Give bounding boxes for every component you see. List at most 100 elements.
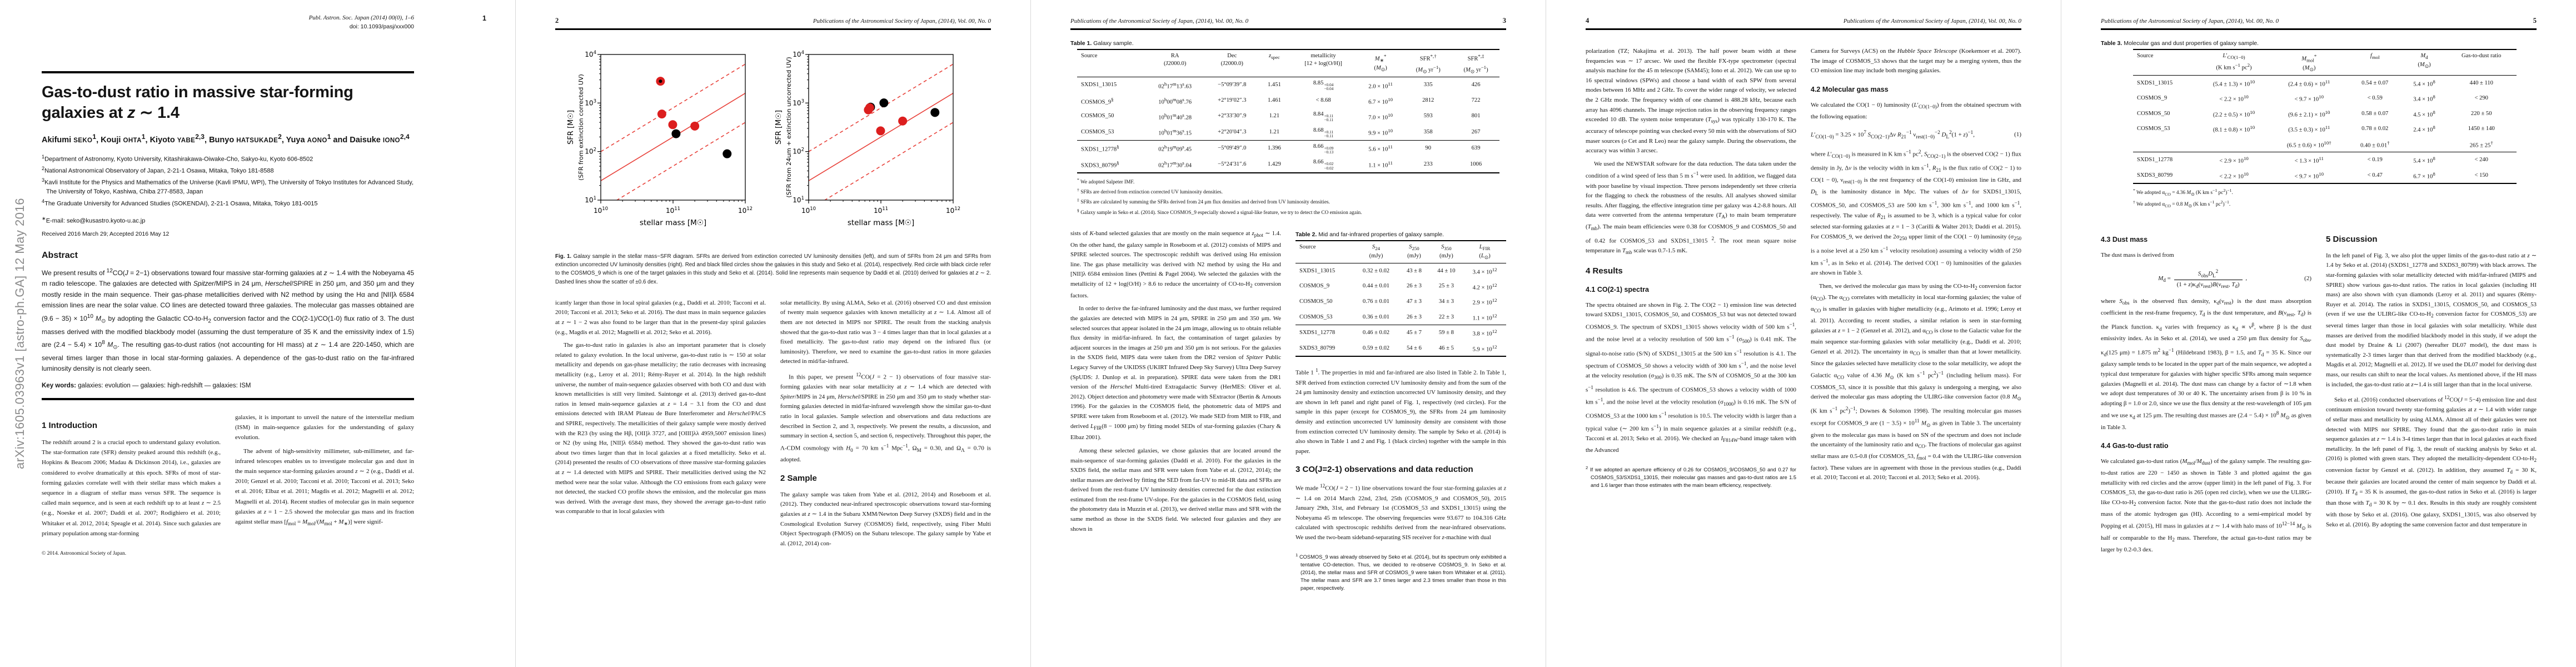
paper-title: Gas-to-dust ratio in massive star-formin… <box>42 83 353 122</box>
table-cell: < 0.59 <box>2367 95 2383 102</box>
table-cell: 02h19m09s.45 <box>1158 144 1192 153</box>
table-header-cell: Dec (J2000.0) <box>1205 49 1259 78</box>
page4-column-right: Camera for Surveys (ACS) on the Hubble S… <box>1811 47 2021 491</box>
table-cell: 1.21 <box>1269 113 1280 120</box>
section-3-heading: 3 CO(J=2-1) observations and data reduct… <box>1296 465 1473 475</box>
table-1: Source RA (J2000.0) Dec (J2000.0) zspec metall… <box>1077 49 1500 173</box>
fig1-left-panel: 1010 1011 1012 101 102 103 104 stellar mass [M☉… <box>567 50 753 227</box>
paragraph: solar metallicity. By using ALMA, Seko e… <box>780 299 991 365</box>
running-head: 2 Publications of the Astronomical Socie… <box>555 17 991 25</box>
svg-text:SFR [M☉]: SFR [M☉] <box>567 110 575 145</box>
paragraph: The advent of high-sensitivity millimete… <box>235 447 414 527</box>
section-4-3-heading: 4.3 Dust mass <box>2101 235 2148 243</box>
affiliations: 1Department of Astronomy, Kyoto Universi… <box>42 152 414 208</box>
paragraph: The galaxy sample was taken from Yabe et… <box>780 491 991 547</box>
affiliation: 2National Astronomical Observatory of Ja… <box>42 165 274 175</box>
keywords-line: Key words: galaxies: evolution — galaxie… <box>42 382 251 389</box>
table-cell: SXDS1_13015 <box>1081 82 1117 88</box>
table-cell: (2.4 ± 0.6) × 1011 <box>2288 78 2330 88</box>
body-paragraphs: Table 1 1. The properties in mid and far… <box>1296 366 1506 456</box>
table-header-row: Source RA (J2000.0) Dec (J2000.0) zspec metall… <box>1077 49 1500 78</box>
equation-2-body: Md = SobsDL2 (1 + z)κd(νrest)B(νrest, Td… <box>2101 268 2304 289</box>
paragraph: In order to derive the far-infrared lumi… <box>1070 305 1282 441</box>
table-cell: 25 ± 3 <box>1438 283 1454 290</box>
arxiv-watermark: arXiv:1605.03963v1 [astro-ph.GA] 12 May … <box>13 198 27 469</box>
email-line: ∗E-mail: seko@kusastro.kyoto-u.ac.jp <box>42 215 146 225</box>
page-number: 3 <box>1502 17 1506 24</box>
table-cell: 1.1 × 1011 <box>1368 160 1393 169</box>
equation-2-fraction: SobsDL2 (1 + z)κd(νrest)B(νrest, Td) <box>2174 268 2243 289</box>
svg-text:101: 101 <box>585 196 596 204</box>
paragraph: Among these selected galaxies, we chose … <box>1070 447 1281 532</box>
page-number: 1 <box>482 14 486 22</box>
journal-title: Publications of the Astronomical Society… <box>2101 18 2279 24</box>
table-cell: 0.46 ± 0.02 <box>1362 330 1390 336</box>
table-cell: < 0.19 <box>2367 157 2383 163</box>
table-cell: 5.4 × 108 <box>2413 78 2435 88</box>
table-cell: 639 <box>1471 145 1481 152</box>
svg-text:SFR [M☉]: SFR [M☉] <box>775 110 783 145</box>
head-rule <box>555 28 991 30</box>
table-cell: 0.44 ± 0.01 <box>1362 283 1390 290</box>
svg-text:103: 103 <box>793 98 804 107</box>
table-row: COSMOS_9 0.44 ± 0.01 26 ± 3 25 ± 3 4.2 × 101… <box>1296 279 1506 295</box>
table-row: COSMOS_9 < 2.2 × 1010 < 9.7 × 1010 < 0.59 3.… <box>2133 91 2517 106</box>
table-cell: 1450 ± 140 <box>2468 126 2495 132</box>
table-cell: +2°33′30″.9 <box>1218 113 1247 120</box>
page3-column-left: sists of K-band selected galaxies that a… <box>1070 229 1281 594</box>
svg-text:1011: 1011 <box>666 206 680 215</box>
page-4: 4 Publications of the Astronomical Socie… <box>1546 0 2061 667</box>
table-cell: < 2.2 × 1010 <box>2219 94 2249 103</box>
table-footnote: ‡ SFRs are calculated by summing the SFR… <box>1077 197 1330 206</box>
table-cell: 59 ± 8 <box>1438 330 1454 336</box>
table-cell: 0.36 ± 0.01 <box>1353 309 1399 326</box>
paragraph: polarization (TZ; Nakajima et al. 2013).… <box>1586 48 1797 155</box>
section-1-heading: 1 Introduction <box>42 420 97 430</box>
table-cell: SXDS3_80799 <box>2137 172 2173 178</box>
table-header-row: Source L′CO(1−0) (K km s−1 pc2) Mmol* (M⊙) fm… <box>2133 49 2517 76</box>
table-cell: COSMOS_9 <box>1299 283 1330 290</box>
page-3: Publications of the Astronomical Society… <box>1030 0 1546 667</box>
table-row: COSMOS_53 0.36 ± 0.01 26 ± 3 22 ± 3 1.1 × 10… <box>1296 309 1506 326</box>
running-head: 4 Publications of the Astronomical Socie… <box>1586 17 2021 25</box>
table-cell: 3.4 × 108 <box>2413 94 2435 103</box>
table-cell: 6.7 × 1010 <box>1368 96 1393 106</box>
table-cell: −5°09′49″.0 <box>1218 145 1247 152</box>
section-2-heading: 2 Sample <box>780 473 817 483</box>
paragraph: where Sobs is the observed flux density,… <box>2101 298 2311 431</box>
table-cell: COSMOS_9§ <box>1081 96 1114 106</box>
abstract-heading: Abstract <box>42 250 78 260</box>
footnote-1: 1 COSMOS_9 was already observed by Seko … <box>1296 551 1506 592</box>
copyright-line: © 2014. Astronomical Society of Japan. <box>42 550 127 556</box>
body-paragraphs: where Sobs is the observed flux density,… <box>2101 297 2311 432</box>
table-row: COSMOS_53 10h01m36s.15 +2°20′04″.3 1.21 8.68… <box>1077 124 1500 141</box>
table-cell: SXDS1_13015 <box>1299 267 1336 274</box>
table-row: SXDS1_13015 02h17m13s.63 −5°09′39″.8 1.451 8… <box>1077 77 1499 93</box>
table-cell: (5.4 ± 1.3) × 1010 <box>2213 78 2255 88</box>
equation-1: L′CO(1−0) = 3.25 × 107 SCO(2−1)Δv R21−1 … <box>1811 130 2021 140</box>
page-number: 4 <box>1586 17 1590 24</box>
head-rule <box>1070 28 1506 30</box>
table-cell: SXDS1_12778 <box>2137 157 2173 163</box>
footnote: 1 COSMOS_9 was already observed by Seko … <box>1296 552 1506 591</box>
svg-text:stellar mass [M☉]: stellar mass [M☉] <box>640 218 706 227</box>
table-cell: < 8.68 <box>1316 97 1331 104</box>
table-header-cell: RA (J2000.0) <box>1144 49 1205 78</box>
svg-text:(SFR from 24um + extinction un: (SFR from 24um + extinction uncorrected … <box>785 57 793 197</box>
equation-1-body: L′CO(1−0) = 3.25 × 107 SCO(2−1)Δv R21−1 … <box>1811 130 1975 140</box>
table-cell: 2.4 × 108 <box>2413 125 2435 133</box>
body-paragraphs: icantly larger than those in local spira… <box>555 298 766 517</box>
footnote: 2 If we adopted an aperture efficiency o… <box>1586 465 1796 488</box>
table-cell: 26 ± 3 <box>1406 283 1422 290</box>
table-cell: 22 ± 3 <box>1429 309 1464 326</box>
table-3: Source L′CO(1−0) (K km s−1 pc2) Mmol* (M⊙) fm… <box>2133 49 2517 185</box>
table-cell: 1.396 <box>1267 145 1281 152</box>
table-cell: 7.0 × 1010 <box>1368 112 1393 121</box>
section-4-4-heading: 4.4 Gas-to-dust ratio <box>2101 442 2169 450</box>
table-header-cell: SFR*,† (M⊙ yr−1) <box>1404 49 1452 78</box>
table-row: COSMOS_50 0.76 ± 0.01 47 ± 3 34 ± 3 2.9 × 10… <box>1296 294 1506 310</box>
paragraph: icantly larger than those in local spira… <box>555 299 766 336</box>
page5-column-left: 4.3 Dust mass The dust mass is derived f… <box>2101 226 2311 558</box>
body-paragraphs: We calculated gas-to-dust ratios (Mmol/M… <box>2101 457 2311 555</box>
table-row: COSMOS_53 (8.1 ± 0.8) × 1010 (3.5 ± 0.3) ×… <box>2133 121 2517 137</box>
